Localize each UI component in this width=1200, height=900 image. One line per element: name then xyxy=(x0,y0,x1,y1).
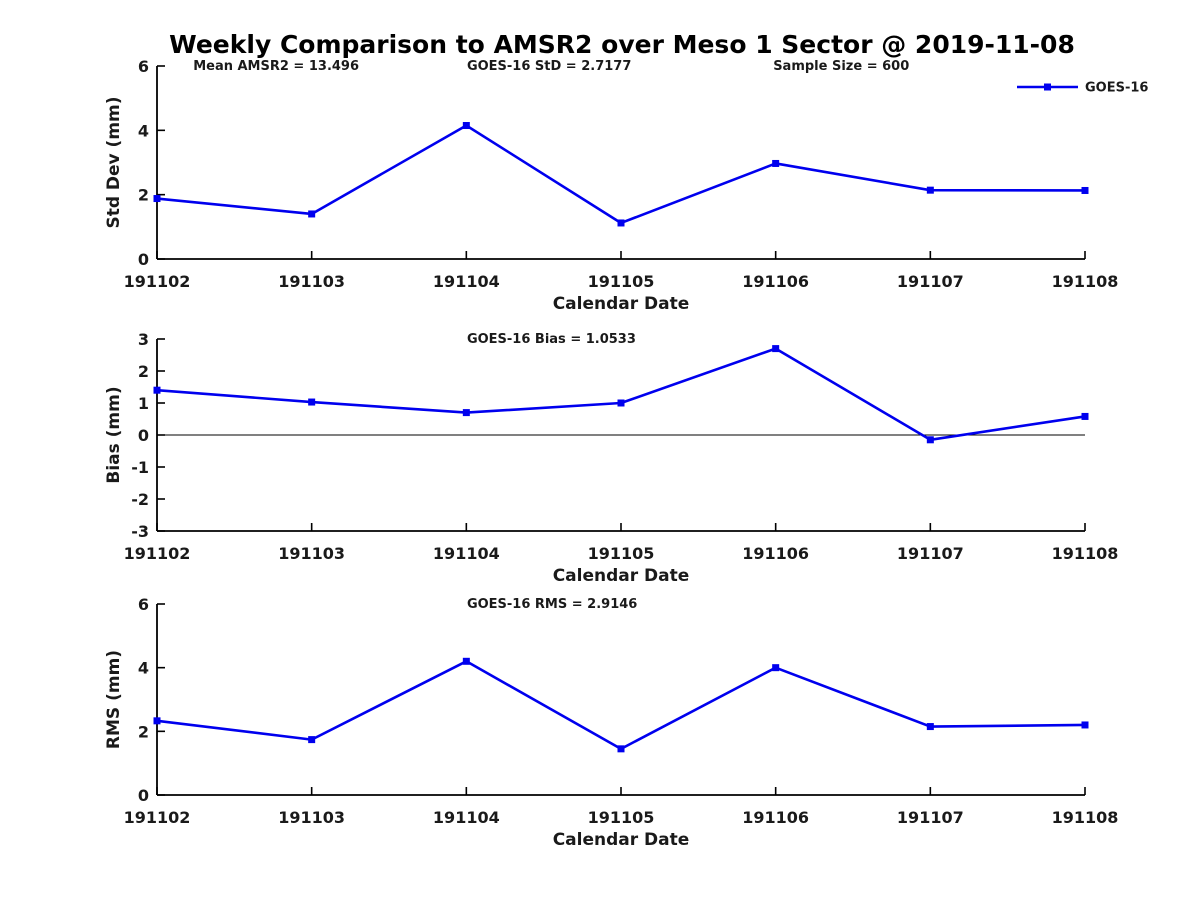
figure-title: Weekly Comparison to AMSR2 over Meso 1 S… xyxy=(169,30,1075,59)
x-tick-label: 191106 xyxy=(742,544,809,563)
y-tick-label: 6 xyxy=(138,595,149,614)
stat-annotation: GOES-16 RMS = 2.9146 xyxy=(467,597,637,612)
x-tick-label: 191102 xyxy=(124,808,191,827)
series-line xyxy=(156,124,1086,225)
data-point-marker xyxy=(308,210,316,218)
y-tick-label: 0 xyxy=(138,786,149,805)
data-point-marker xyxy=(1081,186,1089,194)
y-tick-label: 2 xyxy=(138,186,149,205)
x-tick-label: 191107 xyxy=(897,544,964,563)
x-tick-label: 191106 xyxy=(742,272,809,291)
x-tick-label: 191105 xyxy=(588,544,655,563)
legend-marker xyxy=(1044,83,1051,91)
data-point-marker xyxy=(772,159,780,167)
y-tick-label: -2 xyxy=(131,490,149,509)
stat-annotation: GOES-16 Bias = 1.0533 xyxy=(467,332,636,347)
x-axis-label: Calendar Date xyxy=(553,566,690,586)
x-tick-label: 191103 xyxy=(278,808,345,827)
data-point-marker xyxy=(617,399,625,407)
data-point-marker xyxy=(617,219,625,227)
bias-chart: -3 -2 -1 0 1 2 3 191102 191103 191104 191105 191106… xyxy=(104,330,1118,586)
y-tick-label: 1 xyxy=(138,394,149,413)
stat-annotation: GOES-16 StD = 2.7177 xyxy=(467,59,631,74)
data-point-marker xyxy=(772,664,780,672)
stat-annotation: Sample Size = 600 xyxy=(773,59,909,74)
x-axis-label: Calendar Date xyxy=(553,294,690,314)
x-tick-label: 191102 xyxy=(124,544,191,563)
data-point-marker xyxy=(926,723,934,731)
y-axis-label: RMS (mm) xyxy=(104,650,124,749)
data-point-marker xyxy=(617,745,625,753)
x-tick-label: 191104 xyxy=(433,544,500,563)
y-tick-label: 2 xyxy=(138,362,149,381)
y-tick-label: 3 xyxy=(138,330,149,349)
y-axis-label: Std Dev (mm) xyxy=(104,96,124,228)
y-tick-label: 2 xyxy=(138,722,149,741)
stat-annotation: Mean AMSR2 = 13.496 xyxy=(193,59,359,74)
x-tick-label: 191103 xyxy=(278,544,345,563)
x-tick-label: 191107 xyxy=(897,272,964,291)
data-point-marker xyxy=(462,409,470,417)
x-tick-label: 191105 xyxy=(588,272,655,291)
series-line xyxy=(156,347,1086,442)
y-tick-label: 4 xyxy=(138,659,149,678)
x-tick-label: 191108 xyxy=(1052,544,1119,563)
data-point-marker xyxy=(153,195,161,203)
rms-chart: 0 2 4 6 191102 191103 191104 191105 191106 191107… xyxy=(104,595,1118,850)
x-tick-label: 191108 xyxy=(1052,808,1119,827)
stddev-chart: 0 2 4 6 191102 191103 191104 191105 191106 191107… xyxy=(104,57,1148,314)
x-tick-label: 191107 xyxy=(897,808,964,827)
series-line xyxy=(156,659,1086,751)
data-point-marker xyxy=(462,657,470,665)
x-tick-label: 191104 xyxy=(433,272,500,291)
data-point-marker xyxy=(153,386,161,394)
y-axis-label: Bias (mm) xyxy=(104,386,124,483)
data-point-marker xyxy=(1081,412,1089,420)
y-tick-label: 0 xyxy=(138,426,149,445)
data-point-marker xyxy=(308,398,316,406)
y-tick-label: 6 xyxy=(138,57,149,76)
data-point-marker xyxy=(926,186,934,194)
x-tick-label: 191105 xyxy=(588,808,655,827)
x-tick-label: 191108 xyxy=(1052,272,1119,291)
y-tick-label: -1 xyxy=(131,458,149,477)
x-axis-label: Calendar Date xyxy=(553,830,690,850)
data-point-marker xyxy=(308,736,316,744)
x-tick-label: 191102 xyxy=(124,272,191,291)
data-point-marker xyxy=(772,345,780,353)
y-tick-label: -3 xyxy=(131,522,149,541)
y-tick-label: 0 xyxy=(138,250,149,269)
data-point-marker xyxy=(462,122,470,130)
x-tick-label: 191106 xyxy=(742,808,809,827)
x-tick-label: 191104 xyxy=(433,808,500,827)
y-tick-label: 4 xyxy=(138,121,149,140)
data-point-marker xyxy=(153,717,161,725)
x-tick-label: 191103 xyxy=(278,272,345,291)
data-point-marker xyxy=(1081,721,1089,729)
legend: GOES-16 xyxy=(1017,81,1148,96)
data-point-marker xyxy=(926,436,934,444)
legend-label: GOES-16 xyxy=(1085,81,1148,96)
